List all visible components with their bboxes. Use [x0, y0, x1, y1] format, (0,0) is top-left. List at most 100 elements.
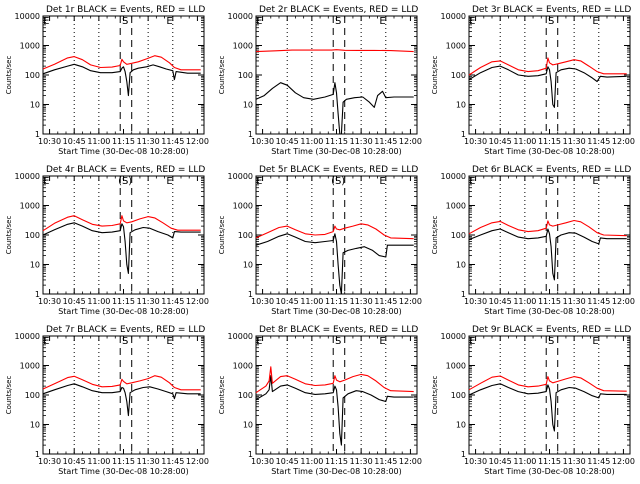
y-tick-label: 10000 [15, 332, 40, 341]
interval-marker-label: E [256, 16, 262, 27]
x-tick-label: 10:30 [464, 457, 487, 466]
y-tick-label: 100 [238, 231, 253, 240]
x-tick-label: 11:45 [161, 137, 184, 146]
series-lld [42, 215, 201, 232]
y-tick-label: 1 [35, 450, 40, 459]
x-tick-label: 11:15 [112, 297, 135, 306]
interval-marker-label: E [43, 176, 49, 187]
y-tick-label: 1 [35, 290, 40, 299]
x-tick-label: 11:15 [538, 137, 561, 146]
y-tick-label: 10000 [441, 12, 466, 21]
interval-marker-label: S [335, 336, 341, 347]
y-tick-label: 1000 [233, 362, 253, 371]
x-tick-label: 11:00 [87, 137, 110, 146]
series-events [42, 63, 201, 97]
interval-marker-label: E [43, 336, 49, 347]
y-tick-label: 1000 [446, 362, 466, 371]
x-tick-label: 10:45 [489, 137, 512, 146]
panel-title: Det 1r BLACK = Events, RED = LLD [46, 5, 205, 15]
x-tick-label: 12:00 [612, 457, 635, 466]
plot-frame [42, 335, 205, 455]
interval-marker-label: (S) [118, 176, 132, 187]
series-lld [468, 219, 627, 237]
y-tick-label: 1 [248, 450, 253, 459]
x-tick-label: 11:45 [587, 457, 610, 466]
y-tick-label: 10 [243, 421, 253, 430]
x-tick-label: 11:15 [325, 137, 348, 146]
interval-marker-label: E [166, 16, 172, 27]
y-tick-label: 10000 [228, 12, 253, 21]
x-tick-label: 11:00 [300, 457, 323, 466]
panel-title: Det 5r BLACK = Events, RED = LLD [259, 165, 418, 175]
y-tick-label: 1 [461, 450, 466, 459]
y-tick-label: 100 [451, 391, 466, 400]
x-tick-label: 10:45 [276, 137, 299, 146]
panel-title: Det 4r BLACK = Events, RED = LLD [46, 165, 205, 175]
interval-marker-label: E [256, 336, 262, 347]
y-tick-label: 1 [35, 130, 40, 139]
y-axis-label: Counts/sec [431, 216, 439, 255]
x-tick-label: 11:45 [374, 137, 397, 146]
y-tick-label: 10 [30, 101, 40, 110]
y-tick-label: 10000 [441, 332, 466, 341]
x-tick-label: 11:30 [137, 297, 160, 306]
series-events [42, 222, 201, 274]
y-tick-label: 1 [461, 130, 466, 139]
x-tick-label: 12:00 [399, 457, 422, 466]
y-axis-label: Counts/sec [5, 56, 13, 95]
plot-frame [255, 175, 418, 295]
x-tick-label: 11:00 [513, 137, 536, 146]
y-axis-label: Counts/sec [431, 376, 439, 415]
panel-det-2: Det 2r BLACK = Events, RED = LLD 1 10 100 10… [218, 5, 422, 156]
x-tick-label: 11:45 [161, 297, 184, 306]
series-lld [468, 57, 627, 76]
x-tick-label: 11:30 [350, 297, 373, 306]
y-tick-label: 10 [30, 261, 40, 270]
x-tick-label: 11:00 [513, 297, 536, 306]
y-tick-label: 1 [248, 130, 253, 139]
y-tick-label: 1000 [233, 42, 253, 51]
x-tick-label: 11:15 [112, 457, 135, 466]
y-tick-label: 1 [461, 290, 466, 299]
x-axis-label: Start Time (30-Dec-08 10:28:00) [58, 307, 189, 316]
x-tick-label: 11:45 [374, 297, 397, 306]
panel-det-6: Det 6r BLACK = Events, RED = LLD 1 10 100 10… [431, 165, 635, 316]
x-axis-label: Start Time (30-Dec-08 10:28:00) [58, 467, 189, 476]
y-tick-label: 10000 [228, 172, 253, 181]
y-tick-label: 10 [30, 421, 40, 430]
x-tick-label: 10:45 [63, 457, 86, 466]
x-tick-label: 11:30 [137, 457, 160, 466]
y-tick-label: 1000 [20, 202, 40, 211]
y-tick-label: 1000 [20, 362, 40, 371]
panel-title: Det 7r BLACK = Events, RED = LLD [46, 325, 205, 335]
x-tick-label: 11:00 [300, 137, 323, 146]
x-axis-label: Start Time (30-Dec-08 10:28:00) [271, 467, 402, 476]
series-events [42, 383, 201, 417]
interval-marker-label: E [379, 336, 385, 347]
interval-marker-label: S [548, 176, 554, 187]
interval-marker-label: E [379, 176, 385, 187]
interval-marker-label: S [548, 16, 554, 27]
y-tick-label: 100 [25, 391, 40, 400]
x-axis-label: Start Time (30-Dec-08 10:28:00) [484, 307, 615, 316]
plot-frame [468, 335, 631, 455]
y-tick-label: 100 [451, 71, 466, 80]
y-tick-label: 10 [456, 421, 466, 430]
interval-marker-label: E [469, 336, 475, 347]
y-tick-label: 100 [25, 231, 40, 240]
y-tick-label: 100 [25, 71, 40, 80]
panel-title: Det 6r BLACK = Events, RED = LLD [472, 165, 631, 175]
series-events [468, 383, 627, 432]
y-tick-label: 10000 [15, 12, 40, 21]
x-tick-label: 11:15 [538, 297, 561, 306]
series-lld [42, 375, 201, 391]
interval-marker-label: S [335, 16, 341, 27]
interval-marker-label: S [122, 16, 128, 27]
y-tick-label: 10 [243, 261, 253, 270]
x-tick-label: 11:15 [538, 457, 561, 466]
y-axis-label: Counts/sec [218, 56, 226, 95]
plot-frame [42, 15, 205, 135]
series-lld [255, 49, 414, 53]
